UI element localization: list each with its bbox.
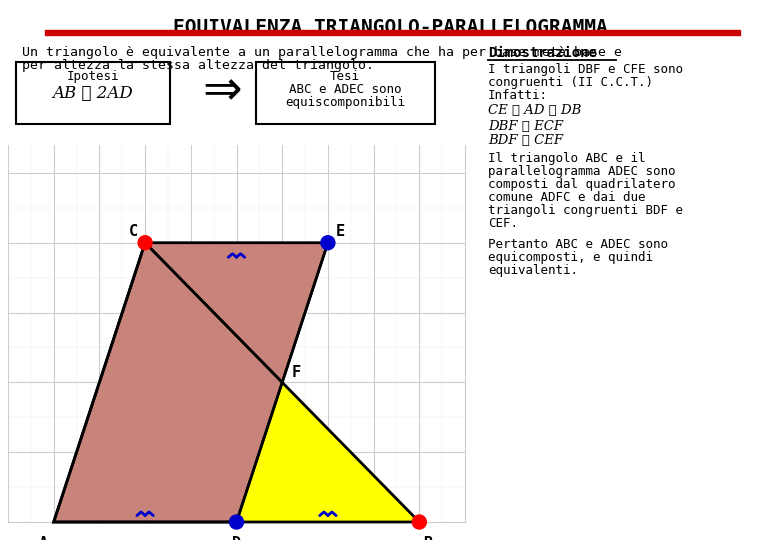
Text: equicomposti, e quindi: equicomposti, e quindi bbox=[488, 251, 653, 264]
Text: Il triangolo ABC e il: Il triangolo ABC e il bbox=[488, 152, 646, 165]
Text: F: F bbox=[291, 366, 300, 380]
Bar bbox=[45, 30, 740, 35]
Text: Tesi: Tesi bbox=[330, 70, 360, 83]
Text: BDF ≅ CEF: BDF ≅ CEF bbox=[488, 134, 563, 147]
Text: DBF ≅ ECF: DBF ≅ ECF bbox=[488, 120, 563, 133]
Circle shape bbox=[138, 236, 152, 249]
Text: congruenti (II C.C.T.): congruenti (II C.C.T.) bbox=[488, 76, 653, 89]
Text: Ipotesi: Ipotesi bbox=[67, 70, 119, 83]
Text: I triangoli DBF e CFE sono: I triangoli DBF e CFE sono bbox=[488, 63, 683, 76]
Text: ABC e ADEC sono: ABC e ADEC sono bbox=[289, 83, 401, 96]
Text: A: A bbox=[39, 536, 48, 540]
FancyBboxPatch shape bbox=[256, 62, 435, 124]
Polygon shape bbox=[54, 243, 328, 522]
Text: Un triangolo è equivalente a un parallelogramma che ha per base metà base e: Un triangolo è equivalente a un parallel… bbox=[22, 46, 622, 59]
Text: EQUIVALENZA TRIANGOLO-PARALLELOGRAMMA: EQUIVALENZA TRIANGOLO-PARALLELOGRAMMA bbox=[172, 18, 608, 37]
Circle shape bbox=[229, 515, 243, 529]
Text: B: B bbox=[423, 536, 432, 540]
Text: parallelogramma ADEC sono: parallelogramma ADEC sono bbox=[488, 165, 675, 178]
Text: CE ≅ AD ≅ DB: CE ≅ AD ≅ DB bbox=[488, 104, 581, 117]
FancyBboxPatch shape bbox=[16, 62, 170, 124]
Circle shape bbox=[321, 236, 335, 249]
Text: equiscomponibili: equiscomponibili bbox=[285, 96, 405, 109]
Text: D: D bbox=[232, 536, 241, 540]
Text: AB ≅ 2AD: AB ≅ 2AD bbox=[52, 85, 133, 102]
Circle shape bbox=[413, 515, 427, 529]
Text: equivalenti.: equivalenti. bbox=[488, 264, 578, 277]
Text: composti dal quadrilatero: composti dal quadrilatero bbox=[488, 178, 675, 191]
Text: CEF.: CEF. bbox=[488, 217, 518, 230]
Text: Infatti:: Infatti: bbox=[488, 89, 548, 102]
Text: C: C bbox=[129, 224, 137, 239]
Text: Pertanto ABC e ADEC sono: Pertanto ABC e ADEC sono bbox=[488, 238, 668, 251]
Text: Dimostrazione: Dimostrazione bbox=[488, 46, 597, 60]
Text: E: E bbox=[335, 224, 345, 239]
Polygon shape bbox=[236, 382, 420, 522]
Text: per altezza la stessa altezza del triangolo.: per altezza la stessa altezza del triang… bbox=[22, 59, 374, 72]
Polygon shape bbox=[54, 243, 420, 522]
Text: comune ADFC e dai due: comune ADFC e dai due bbox=[488, 191, 646, 204]
Text: triangoli congruenti BDF e: triangoli congruenti BDF e bbox=[488, 204, 683, 217]
Text: ⇒: ⇒ bbox=[202, 70, 242, 114]
